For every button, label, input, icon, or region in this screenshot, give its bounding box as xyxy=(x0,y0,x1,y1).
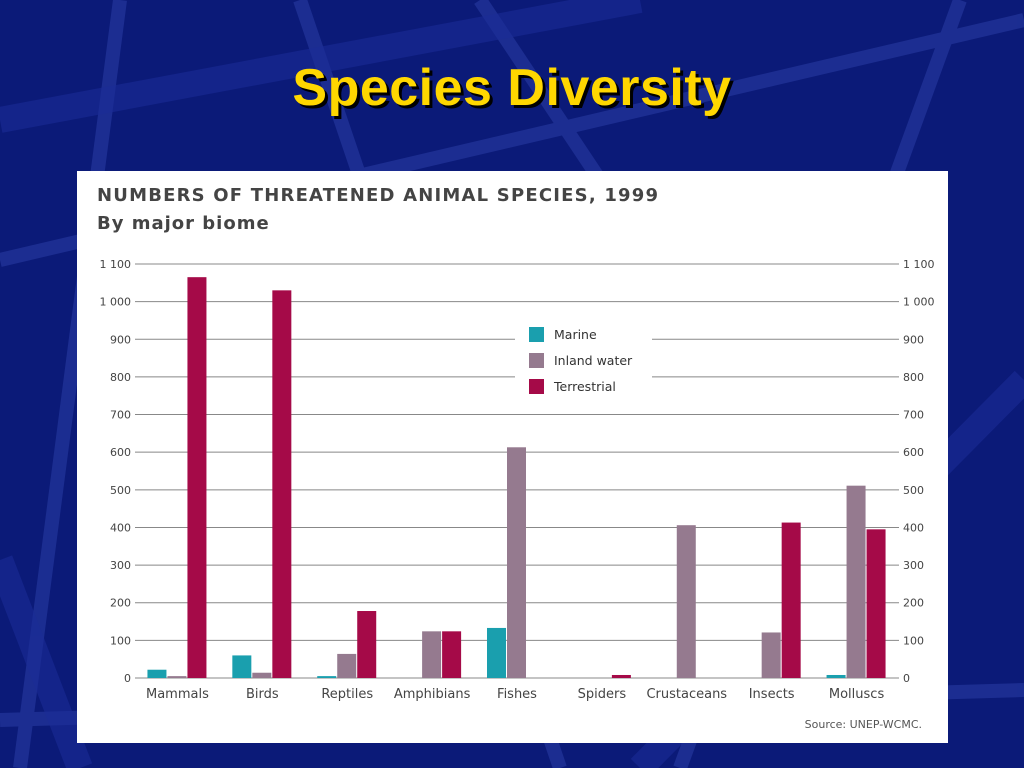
y-tick-label-right: 200 xyxy=(903,597,924,610)
bar-terrestrial xyxy=(187,277,207,678)
x-tick-label: Birds xyxy=(246,687,279,702)
bar-marine xyxy=(826,674,846,678)
x-tick-label: Molluscs xyxy=(829,687,885,702)
y-tick-label-left: 200 xyxy=(110,597,131,610)
y-tick-label-right: 1 000 xyxy=(903,296,935,309)
x-tick-label: Insects xyxy=(749,687,795,702)
bar-inland-water xyxy=(846,485,866,678)
bar-terrestrial xyxy=(272,290,292,678)
y-tick-label-left: 500 xyxy=(110,484,131,497)
legend-swatch xyxy=(529,327,544,342)
y-tick-label-left: 800 xyxy=(110,371,131,384)
bar-inland-water xyxy=(167,676,187,678)
bar-inland-water xyxy=(676,525,696,678)
y-tick-label-right: 400 xyxy=(903,521,924,534)
slide-title: Species Diversity xyxy=(292,59,732,117)
legend-label: Terrestrial xyxy=(553,379,616,394)
bar-marine xyxy=(487,627,506,678)
y-tick-label-left: 900 xyxy=(110,333,131,346)
y-tick-label-right: 900 xyxy=(903,333,924,346)
bar-terrestrial xyxy=(781,522,801,678)
y-tick-label-left: 1 100 xyxy=(100,258,132,271)
bar-marine xyxy=(317,676,337,678)
y-tick-label-left: 100 xyxy=(110,634,131,647)
x-tick-label: Crustaceans xyxy=(646,687,727,702)
bar-marine xyxy=(147,669,167,678)
bar-terrestrial xyxy=(866,529,886,678)
bar-terrestrial xyxy=(442,631,462,678)
y-tick-label-left: 600 xyxy=(110,446,131,459)
y-tick-label-right: 700 xyxy=(903,409,924,422)
y-tick-label-right: 100 xyxy=(903,634,924,647)
y-tick-label-left: 700 xyxy=(110,409,131,422)
y-tick-label-left: 300 xyxy=(110,559,131,572)
bar-marine xyxy=(232,655,252,678)
y-tick-label-left: 1 000 xyxy=(100,296,132,309)
y-tick-label-left: 0 xyxy=(124,672,131,685)
chart-panel: 0 0 100 100 200 200 300 300 400 400 500 500 600 600 70… xyxy=(77,171,948,743)
x-tick-label: Amphibians xyxy=(394,687,471,702)
bar-inland-water xyxy=(252,672,272,678)
bar-inland-water xyxy=(422,631,442,678)
chart-source: Source: UNEP-WCMC. xyxy=(804,718,922,731)
legend-label: Marine xyxy=(554,327,597,342)
y-tick-label-right: 600 xyxy=(903,446,924,459)
bar-inland-water xyxy=(761,632,781,678)
x-tick-label: Mammals xyxy=(146,687,209,702)
chart-title: NUMBERS OF THREATENED ANIMAL SPECIES, 19… xyxy=(97,185,660,206)
y-tick-label-right: 300 xyxy=(903,559,924,572)
y-tick-label-right: 800 xyxy=(903,371,924,384)
bar-inland-water xyxy=(507,447,526,678)
y-tick-label-right: 500 xyxy=(903,484,924,497)
legend-swatch xyxy=(529,353,544,368)
bar-terrestrial xyxy=(357,611,377,678)
x-tick-label: Spiders xyxy=(578,687,627,702)
bar-terrestrial xyxy=(611,674,631,678)
y-tick-label-right: 1 100 xyxy=(903,258,935,271)
y-tick-label-left: 400 xyxy=(110,521,131,534)
legend-label: Inland water xyxy=(554,353,633,368)
bar-inland-water xyxy=(337,653,357,678)
bar-chart: 0 0 100 100 200 200 300 300 400 400 500 500 600 600 70… xyxy=(100,258,935,702)
legend-swatch xyxy=(529,379,544,394)
chart-subtitle: By major biome xyxy=(97,213,270,234)
y-tick-label-right: 0 xyxy=(903,672,910,685)
x-tick-label: Reptiles xyxy=(321,687,373,702)
x-tick-label: Fishes xyxy=(497,687,537,702)
